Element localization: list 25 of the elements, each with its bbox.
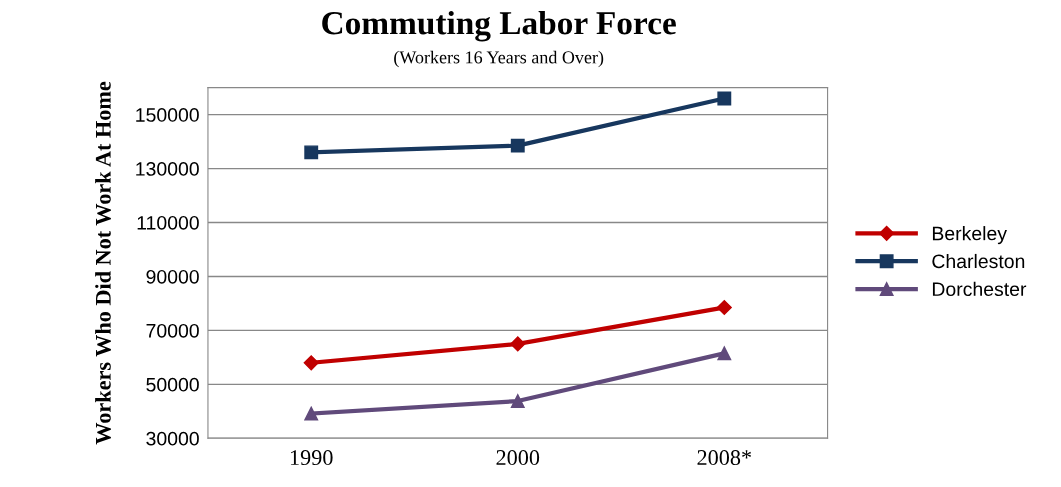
x-tick-label: 1990	[290, 450, 333, 466]
point	[510, 138, 525, 153]
y-tick-label: 130000	[136, 162, 199, 176]
y-tick-label: 150000	[136, 108, 199, 122]
point	[510, 394, 525, 409]
y-tick-label: 90000	[146, 269, 199, 284]
y-axis-title: Workers Who Did Not Work At Home	[95, 81, 111, 445]
point	[303, 355, 319, 371]
legend-label: Charleston	[932, 253, 1025, 269]
chart-title: Commuting Labor Force	[322, 10, 676, 42]
y-tick-label: 50000	[146, 377, 199, 392]
legend-label: Dorchester	[932, 281, 1027, 297]
point	[304, 406, 319, 421]
point	[510, 336, 526, 352]
x-tick-label: 2008*	[697, 450, 752, 466]
chart-subtitle: (Workers 16 Years and Over)	[394, 50, 604, 68]
y-tick-label: 70000	[146, 323, 199, 338]
legend-label: Berkeley	[932, 226, 1007, 245]
point	[717, 346, 732, 361]
point	[716, 299, 732, 316]
point	[717, 91, 732, 106]
x-tick-label: 2000	[496, 450, 540, 466]
y-tick-label: 110000	[137, 215, 199, 230]
y-tick-label: 30000	[146, 431, 199, 446]
point	[304, 145, 319, 160]
